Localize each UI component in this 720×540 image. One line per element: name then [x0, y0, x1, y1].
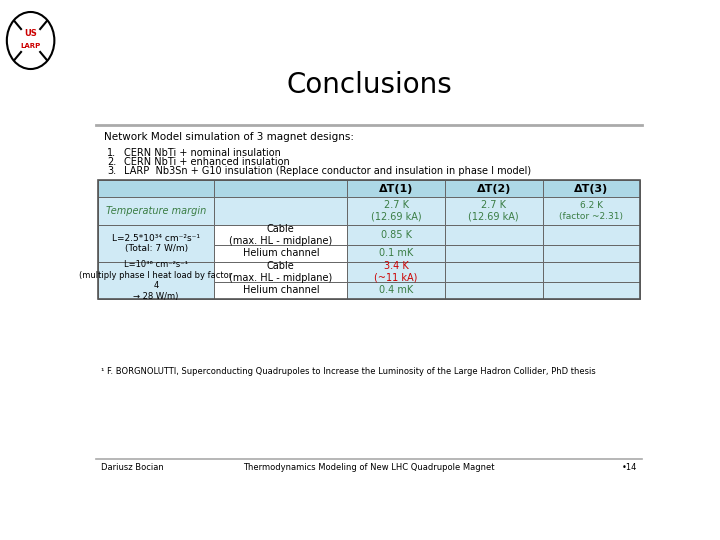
- Text: 1.: 1.: [107, 148, 116, 158]
- Bar: [445, 282, 543, 299]
- Bar: [98, 180, 215, 197]
- Bar: [347, 262, 445, 282]
- Text: CERN NbTi + nominal insulation: CERN NbTi + nominal insulation: [124, 148, 281, 158]
- Bar: [543, 282, 640, 299]
- Text: US: US: [24, 29, 37, 38]
- Text: LARP: LARP: [20, 43, 41, 49]
- Text: 2.: 2.: [107, 157, 117, 167]
- Text: ΔT(3): ΔT(3): [575, 184, 608, 194]
- Text: L=2.5*10³⁴ cm⁻²s⁻¹
(Total: 7 W/m): L=2.5*10³⁴ cm⁻²s⁻¹ (Total: 7 W/m): [112, 234, 200, 253]
- Bar: [347, 180, 445, 197]
- Bar: [347, 245, 445, 262]
- Text: 3.4 K
(~11 kA): 3.4 K (~11 kA): [374, 261, 418, 283]
- Text: Helium channel: Helium channel: [243, 286, 319, 295]
- Text: 2.7 K
(12.69 kA): 2.7 K (12.69 kA): [469, 200, 519, 222]
- Bar: [347, 197, 445, 225]
- Bar: [445, 225, 543, 245]
- Text: 6.2 K
(factor ~2.31): 6.2 K (factor ~2.31): [559, 201, 624, 221]
- Bar: [543, 262, 640, 282]
- Text: 3.: 3.: [107, 166, 116, 177]
- Text: CERN NbTi + enhanced insulation: CERN NbTi + enhanced insulation: [124, 157, 290, 167]
- Bar: [445, 245, 543, 262]
- Bar: [445, 197, 543, 225]
- Bar: [215, 282, 347, 299]
- Text: 0.1 mK: 0.1 mK: [379, 248, 413, 259]
- Text: Temperature margin: Temperature margin: [106, 206, 206, 216]
- Text: Cable
(max. HL - midplane): Cable (max. HL - midplane): [229, 261, 333, 283]
- Text: Thermodynamics Modeling of New LHC Quadrupole Magnet: Thermodynamics Modeling of New LHC Quadr…: [243, 463, 495, 472]
- Bar: [215, 225, 347, 245]
- Bar: [98, 262, 215, 299]
- Bar: [98, 180, 640, 299]
- Bar: [98, 225, 215, 262]
- Text: LARP  Nb3Sn + G10 insulation (Replace conductor and insulation in phase I model): LARP Nb3Sn + G10 insulation (Replace con…: [124, 166, 531, 177]
- Text: ΔT(1): ΔT(1): [379, 184, 413, 194]
- Bar: [543, 197, 640, 225]
- Text: ¹ F. BORGNOLUTTI, Superconducting Quadrupoles to Increase the Luminosity of the : ¹ F. BORGNOLUTTI, Superconducting Quadru…: [101, 367, 595, 376]
- Bar: [98, 197, 215, 225]
- Text: Dariusz Bocian: Dariusz Bocian: [101, 463, 163, 472]
- Text: Cable
(max. HL - midplane): Cable (max. HL - midplane): [229, 224, 333, 246]
- Text: 0.4 mK: 0.4 mK: [379, 286, 413, 295]
- Text: 0.85 K: 0.85 K: [381, 230, 412, 240]
- Bar: [347, 282, 445, 299]
- Text: 2.7 K
(12.69 kA): 2.7 K (12.69 kA): [371, 200, 421, 222]
- Text: ΔT(2): ΔT(2): [477, 184, 511, 194]
- Bar: [347, 225, 445, 245]
- Bar: [215, 262, 347, 282]
- Bar: [445, 262, 543, 282]
- Text: Network Model simulation of 3 magnet designs:: Network Model simulation of 3 magnet des…: [104, 132, 354, 142]
- Bar: [543, 225, 640, 245]
- Bar: [445, 180, 543, 197]
- Bar: [215, 245, 347, 262]
- Text: •14: •14: [622, 463, 637, 472]
- Text: L=10³⁶ cm⁻²s⁻¹
(multiply phase I heat load by factor
4
→ 28 W/m): L=10³⁶ cm⁻²s⁻¹ (multiply phase I heat lo…: [79, 260, 233, 300]
- Bar: [543, 180, 640, 197]
- Text: Conclusions: Conclusions: [286, 71, 452, 99]
- Circle shape: [7, 12, 55, 69]
- Bar: [543, 245, 640, 262]
- Text: Helium channel: Helium channel: [243, 248, 319, 259]
- Bar: [215, 197, 347, 225]
- Bar: [215, 180, 347, 197]
